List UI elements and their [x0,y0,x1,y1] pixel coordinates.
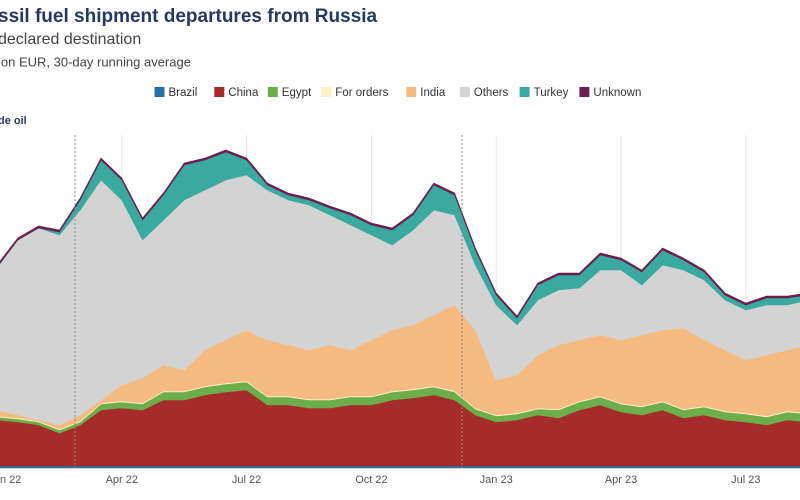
legend-swatch [321,87,332,97]
legend-label: Egypt [282,87,312,99]
x-tick-label: Oct 22 [355,474,387,486]
x-tick-label: Jul 22 [232,474,261,486]
legend-label: Brazil [169,87,198,99]
x-tick-label: Jan 23 [480,474,513,486]
legend-label: Unknown [593,87,641,99]
chart-note: ion EUR, 30-day running average [0,54,191,69]
x-tick-label: Apr 22 [106,474,138,486]
plot-area [0,135,800,469]
legend-swatch [459,87,470,97]
chart-subtitle: declared destination [0,31,141,48]
legend-label: Turkey [534,87,569,99]
legend-label: For orders [335,87,388,99]
legend-swatch [579,87,590,97]
area [0,149,800,319]
legend-label: China [228,87,259,99]
legend-swatch [214,87,225,97]
x-tick-label: Apr 23 [605,474,637,486]
x-tick-label: n 22 [0,474,21,486]
legend-swatch [406,87,417,97]
legend-label: Others [474,87,509,99]
legend-swatch [267,87,278,97]
x-tick-label: Jul 23 [731,474,760,486]
legend-swatch [154,87,165,97]
panel-label: de oil [0,115,27,127]
legend: Brazil China Egypt For orders India Others Tur… [154,87,641,99]
legend-label: India [420,87,446,99]
chart-title: ssil fuel shipment departures from Russi… [0,6,377,27]
legend-swatch [519,87,530,97]
